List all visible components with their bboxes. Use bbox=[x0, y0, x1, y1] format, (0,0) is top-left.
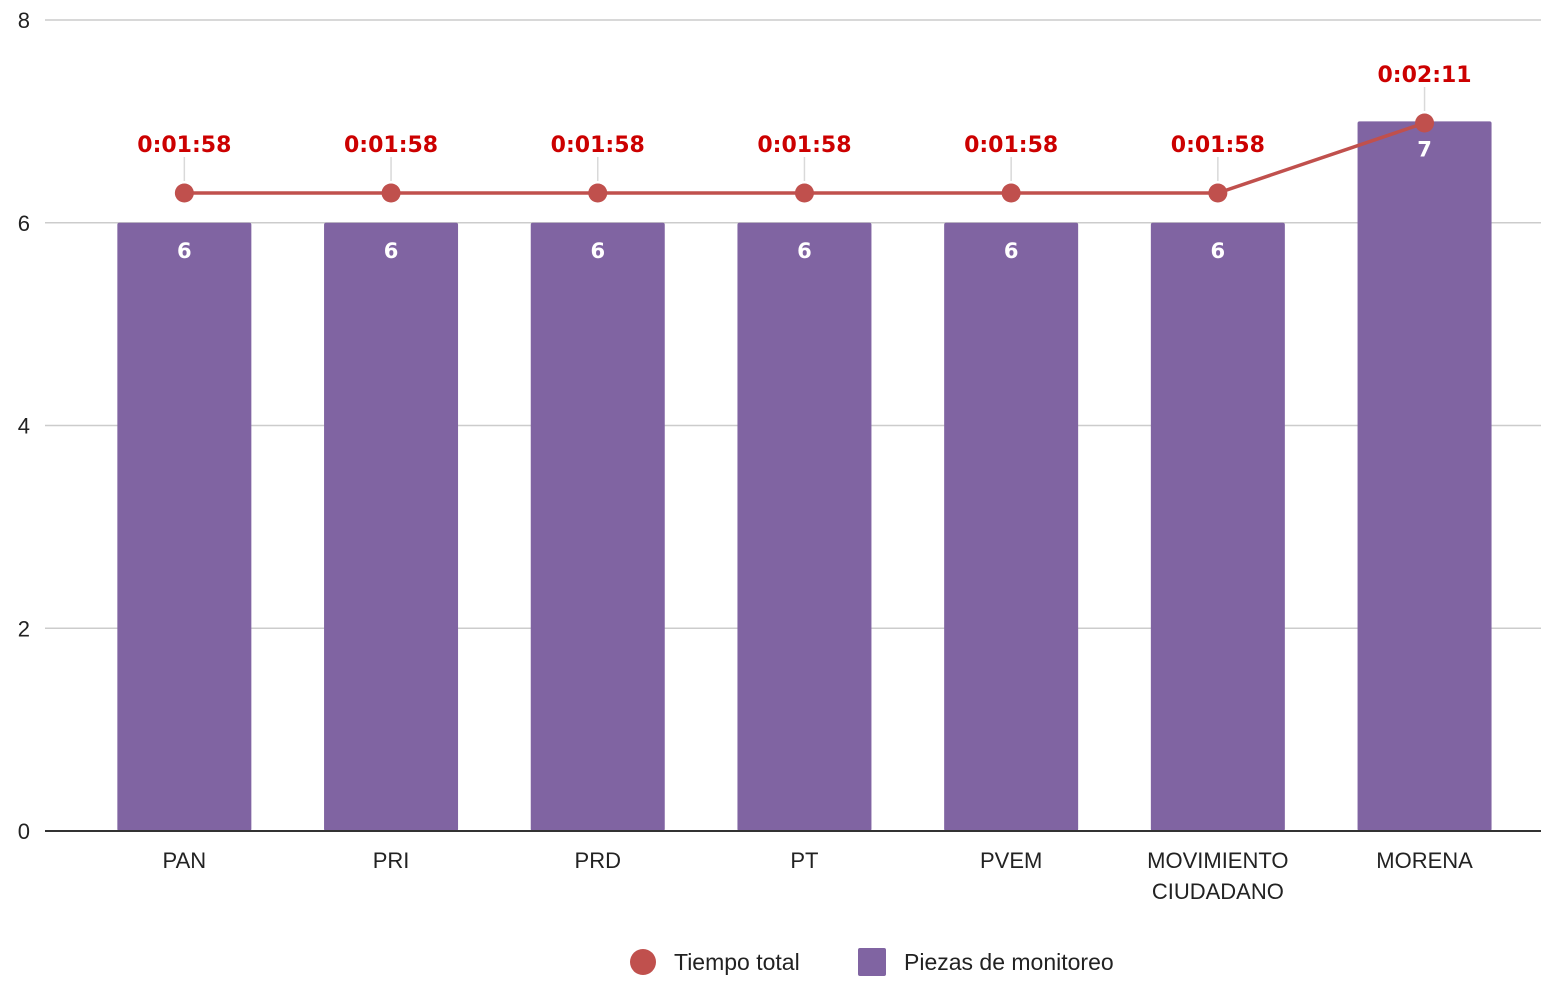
bar bbox=[1357, 121, 1492, 831]
y-tick-label: 6 bbox=[18, 211, 30, 236]
bar-data-label: 6 bbox=[384, 239, 399, 263]
legend-circle-icon bbox=[630, 949, 656, 975]
line-data-label: 0:01:58 bbox=[1171, 133, 1265, 158]
line-point bbox=[174, 183, 194, 203]
legend-label-piezas: Piezas de monitoreo bbox=[904, 949, 1114, 975]
bar-data-label: 6 bbox=[590, 239, 605, 263]
x-tick-label: PRI bbox=[373, 848, 410, 873]
x-tick-label: PRD bbox=[575, 848, 621, 873]
bar bbox=[944, 222, 1079, 831]
bar-data-label: 6 bbox=[177, 239, 192, 263]
bar bbox=[1150, 222, 1285, 831]
y-tick-label: 2 bbox=[18, 616, 30, 641]
bar-data-label: 6 bbox=[797, 239, 812, 263]
line-data-label: 0:02:11 bbox=[1377, 63, 1471, 88]
line-point bbox=[1208, 183, 1228, 203]
bar bbox=[117, 222, 252, 831]
line-data-label: 0:01:58 bbox=[137, 133, 231, 158]
line-data-label: 0:01:58 bbox=[964, 133, 1058, 158]
bar bbox=[530, 222, 665, 831]
line-point bbox=[381, 183, 401, 203]
x-tick-label: CIUDADANO bbox=[1152, 879, 1284, 904]
line-data-label: 0:01:58 bbox=[344, 133, 438, 158]
x-tick-label: MORENA bbox=[1376, 848, 1473, 873]
x-tick-label: PAN bbox=[163, 848, 207, 873]
line-point bbox=[794, 183, 814, 203]
legend-label-tiempo-total: Tiempo total bbox=[674, 949, 800, 975]
line-point bbox=[588, 183, 608, 203]
line-data-label: 0:01:58 bbox=[757, 133, 851, 158]
bar-data-label: 6 bbox=[1004, 239, 1019, 263]
y-tick-label: 0 bbox=[18, 819, 30, 844]
line-point bbox=[1415, 113, 1435, 133]
x-tick-label: PVEM bbox=[980, 848, 1042, 873]
y-tick-label: 8 bbox=[18, 8, 30, 33]
x-tick-label: PT bbox=[790, 848, 818, 873]
bar bbox=[737, 222, 872, 831]
bar bbox=[324, 222, 459, 831]
line-point bbox=[1001, 183, 1021, 203]
y-tick-label: 4 bbox=[18, 414, 30, 439]
bar-data-label: 7 bbox=[1417, 137, 1432, 161]
legend-square-icon bbox=[858, 948, 886, 976]
line-data-label: 0:01:58 bbox=[551, 133, 645, 158]
bar-data-label: 6 bbox=[1211, 239, 1226, 263]
x-tick-label: MOVIMIENTO bbox=[1147, 848, 1288, 873]
